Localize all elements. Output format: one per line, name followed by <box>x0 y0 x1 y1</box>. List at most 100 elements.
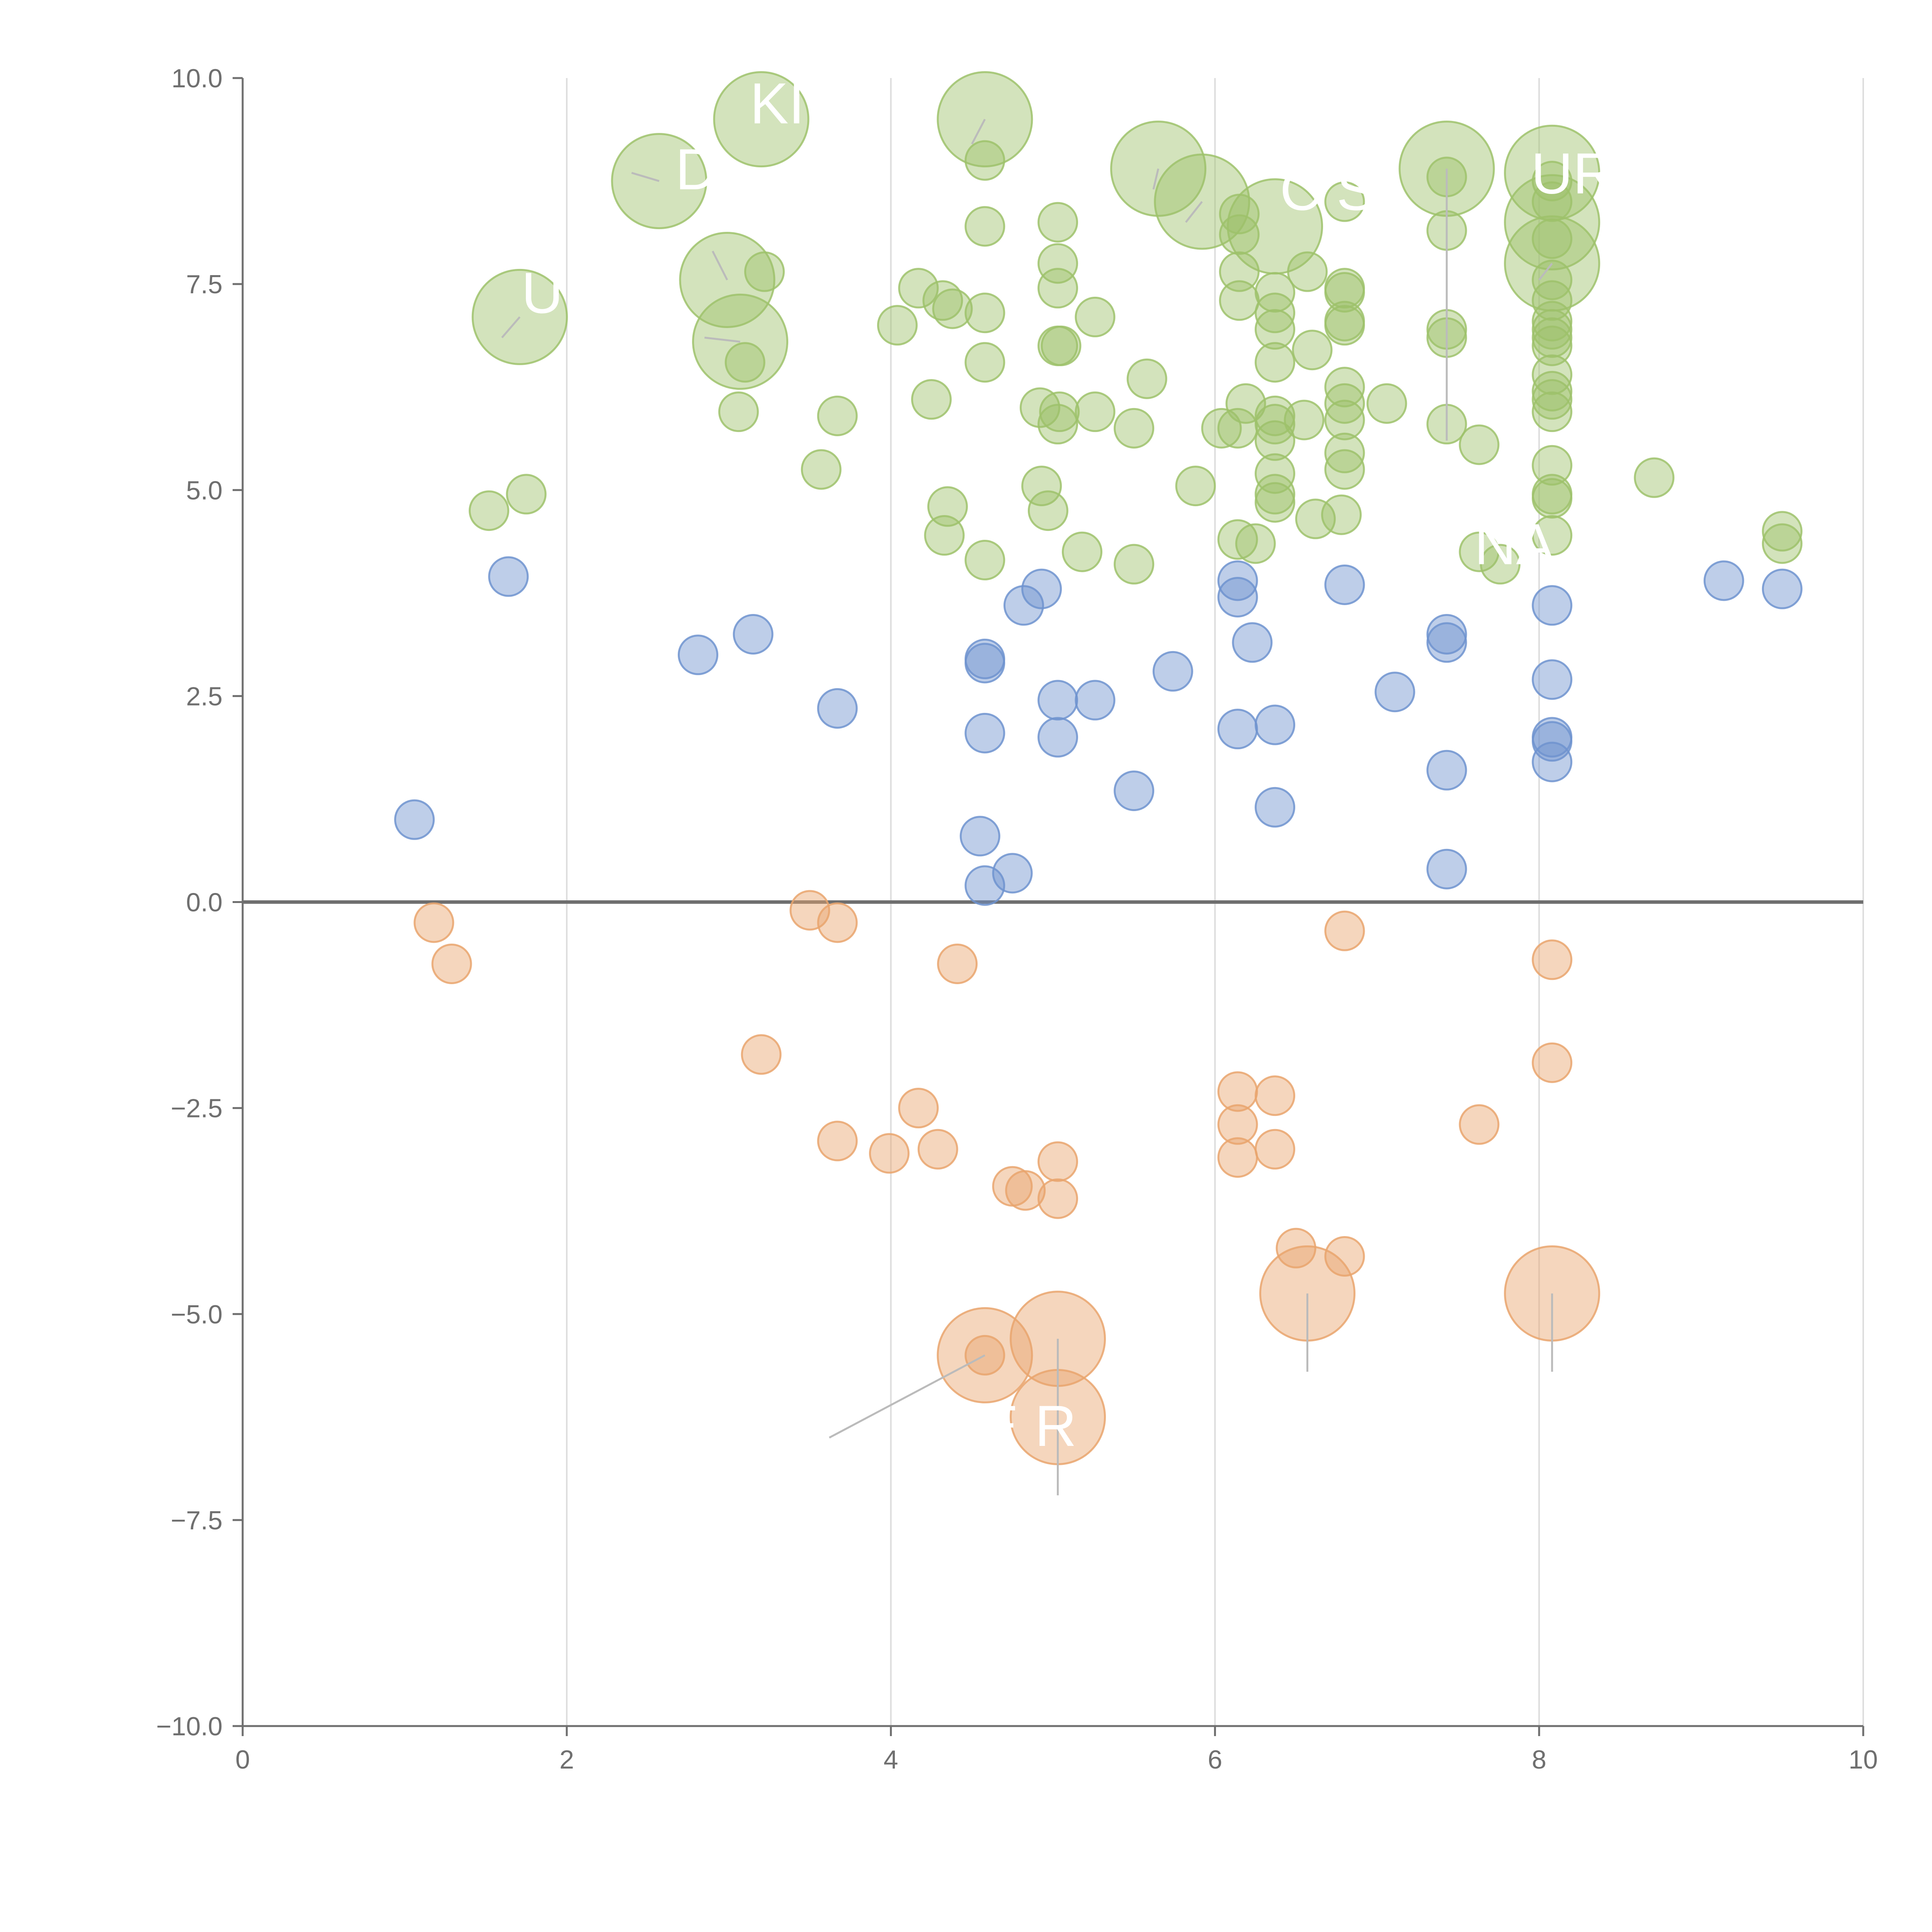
data-point-high <box>1037 268 1078 309</box>
data-point-mid <box>733 614 774 655</box>
data-point-high <box>1255 293 1296 333</box>
data-point-negative <box>1217 1137 1258 1178</box>
x-tick-label: 4 <box>884 1745 898 1774</box>
data-point-mid <box>1374 672 1415 713</box>
data-point-mid <box>678 634 719 675</box>
data-point-high <box>1532 515 1573 556</box>
points-layer <box>394 71 1803 1465</box>
data-point-mid <box>959 816 1000 857</box>
data-point-negative <box>817 902 858 943</box>
data-point-high <box>1027 490 1068 531</box>
data-point-negative <box>431 943 472 984</box>
data-point-high <box>1324 432 1365 473</box>
data-point-high <box>1459 531 1500 572</box>
point-annotation: E R <box>980 1393 1077 1458</box>
data-point-mid <box>1152 651 1193 692</box>
data-point-high <box>1255 272 1296 313</box>
data-point-negative <box>937 943 978 984</box>
data-point-high <box>1324 181 1365 222</box>
point-annotation: NA <box>1474 512 1554 577</box>
y-tick-label: 10.0 <box>172 64 223 93</box>
data-point-high <box>1217 519 1258 560</box>
point-annotation: S <box>1337 157 1375 222</box>
x-tick-label: 6 <box>1208 1745 1222 1774</box>
leader-layer <box>501 119 1553 1495</box>
data-point-mid <box>1021 568 1062 609</box>
data-point-mid <box>1114 770 1155 811</box>
data-point-high <box>1532 218 1573 259</box>
axis-layer: 10.0 7.5 5.0 2.5 0.0 −2.5 −5.0 −7.5 −10.0 0 2 4 6 8 10 <box>156 64 1878 1774</box>
data-point-negative <box>817 1121 858 1162</box>
leader-line <box>501 316 521 338</box>
data-point-high <box>1324 301 1365 342</box>
data-point-high <box>924 515 965 556</box>
data-point-mid <box>1037 680 1078 721</box>
data-point-negative <box>413 902 454 943</box>
data-point-mid <box>488 556 529 597</box>
data-point-mid <box>1532 585 1573 626</box>
data-point-high <box>964 293 1005 333</box>
data-point-mid <box>1217 577 1258 617</box>
data-point-mid <box>1232 622 1273 663</box>
data-point-high <box>1532 317 1573 358</box>
data-point-high <box>1532 280 1573 321</box>
data-point-high <box>911 379 952 420</box>
data-point-negative <box>898 1088 939 1129</box>
data-point-high <box>1021 466 1062 507</box>
leader-line <box>631 172 660 182</box>
data-point-negative <box>917 1129 958 1170</box>
data-point-high <box>1037 404 1078 445</box>
leader-line <box>1185 201 1203 223</box>
data-point-high <box>506 474 547 515</box>
data-point-high <box>1532 309 1573 350</box>
data-point-mid <box>1324 564 1365 605</box>
data-point-high <box>1762 511 1803 552</box>
x-tick-label: 2 <box>560 1745 574 1774</box>
data-point-high <box>1041 325 1082 366</box>
data-point-high <box>724 342 765 383</box>
data-point-mid <box>964 643 1005 684</box>
data-point-high <box>1295 498 1336 539</box>
data-point-high <box>1039 391 1080 432</box>
data-point-high <box>718 391 759 432</box>
data-point-high <box>713 71 810 168</box>
y-tick-label: −10.0 <box>156 1712 223 1741</box>
point-annotation: D <box>675 137 717 202</box>
data-point-negative <box>1459 1104 1500 1145</box>
data-point-high <box>1532 474 1573 515</box>
data-point-mid <box>1532 742 1573 782</box>
data-point-high <box>1235 523 1276 564</box>
data-point-mid <box>1762 568 1803 609</box>
data-point-high <box>1114 544 1155 585</box>
data-point-high <box>1324 449 1365 490</box>
data-point-high <box>1175 466 1216 507</box>
data-point-high <box>1504 174 1600 270</box>
data-point-high <box>964 540 1005 581</box>
data-point-mid <box>992 853 1033 894</box>
data-point-negative <box>1324 910 1365 951</box>
data-point-negative <box>1532 1042 1573 1083</box>
data-point-high <box>1459 424 1500 465</box>
data-point-high <box>1532 371 1573 412</box>
data-point-mid <box>964 865 1005 906</box>
data-point-high <box>1114 408 1155 449</box>
data-point-high <box>1287 251 1328 292</box>
point-annotation: U <box>521 260 563 325</box>
leader-line <box>971 119 986 145</box>
data-point-high <box>1219 280 1260 321</box>
data-point-negative <box>1255 1075 1296 1116</box>
y-tick-label: 5.0 <box>186 476 223 505</box>
leader-line <box>704 337 740 343</box>
data-point-high <box>1255 342 1296 383</box>
data-point-high <box>1126 358 1167 399</box>
data-point-high <box>1480 544 1521 585</box>
data-point-high <box>1292 330 1333 371</box>
data-point-high <box>1532 391 1573 432</box>
data-point-mid <box>1217 560 1258 601</box>
data-point-high <box>1532 379 1573 420</box>
data-point-high <box>1255 309 1296 350</box>
data-point-negative <box>1037 1141 1078 1182</box>
data-point-mid <box>1426 849 1467 889</box>
data-point-mid <box>964 713 1005 753</box>
data-point-high <box>1532 445 1573 486</box>
